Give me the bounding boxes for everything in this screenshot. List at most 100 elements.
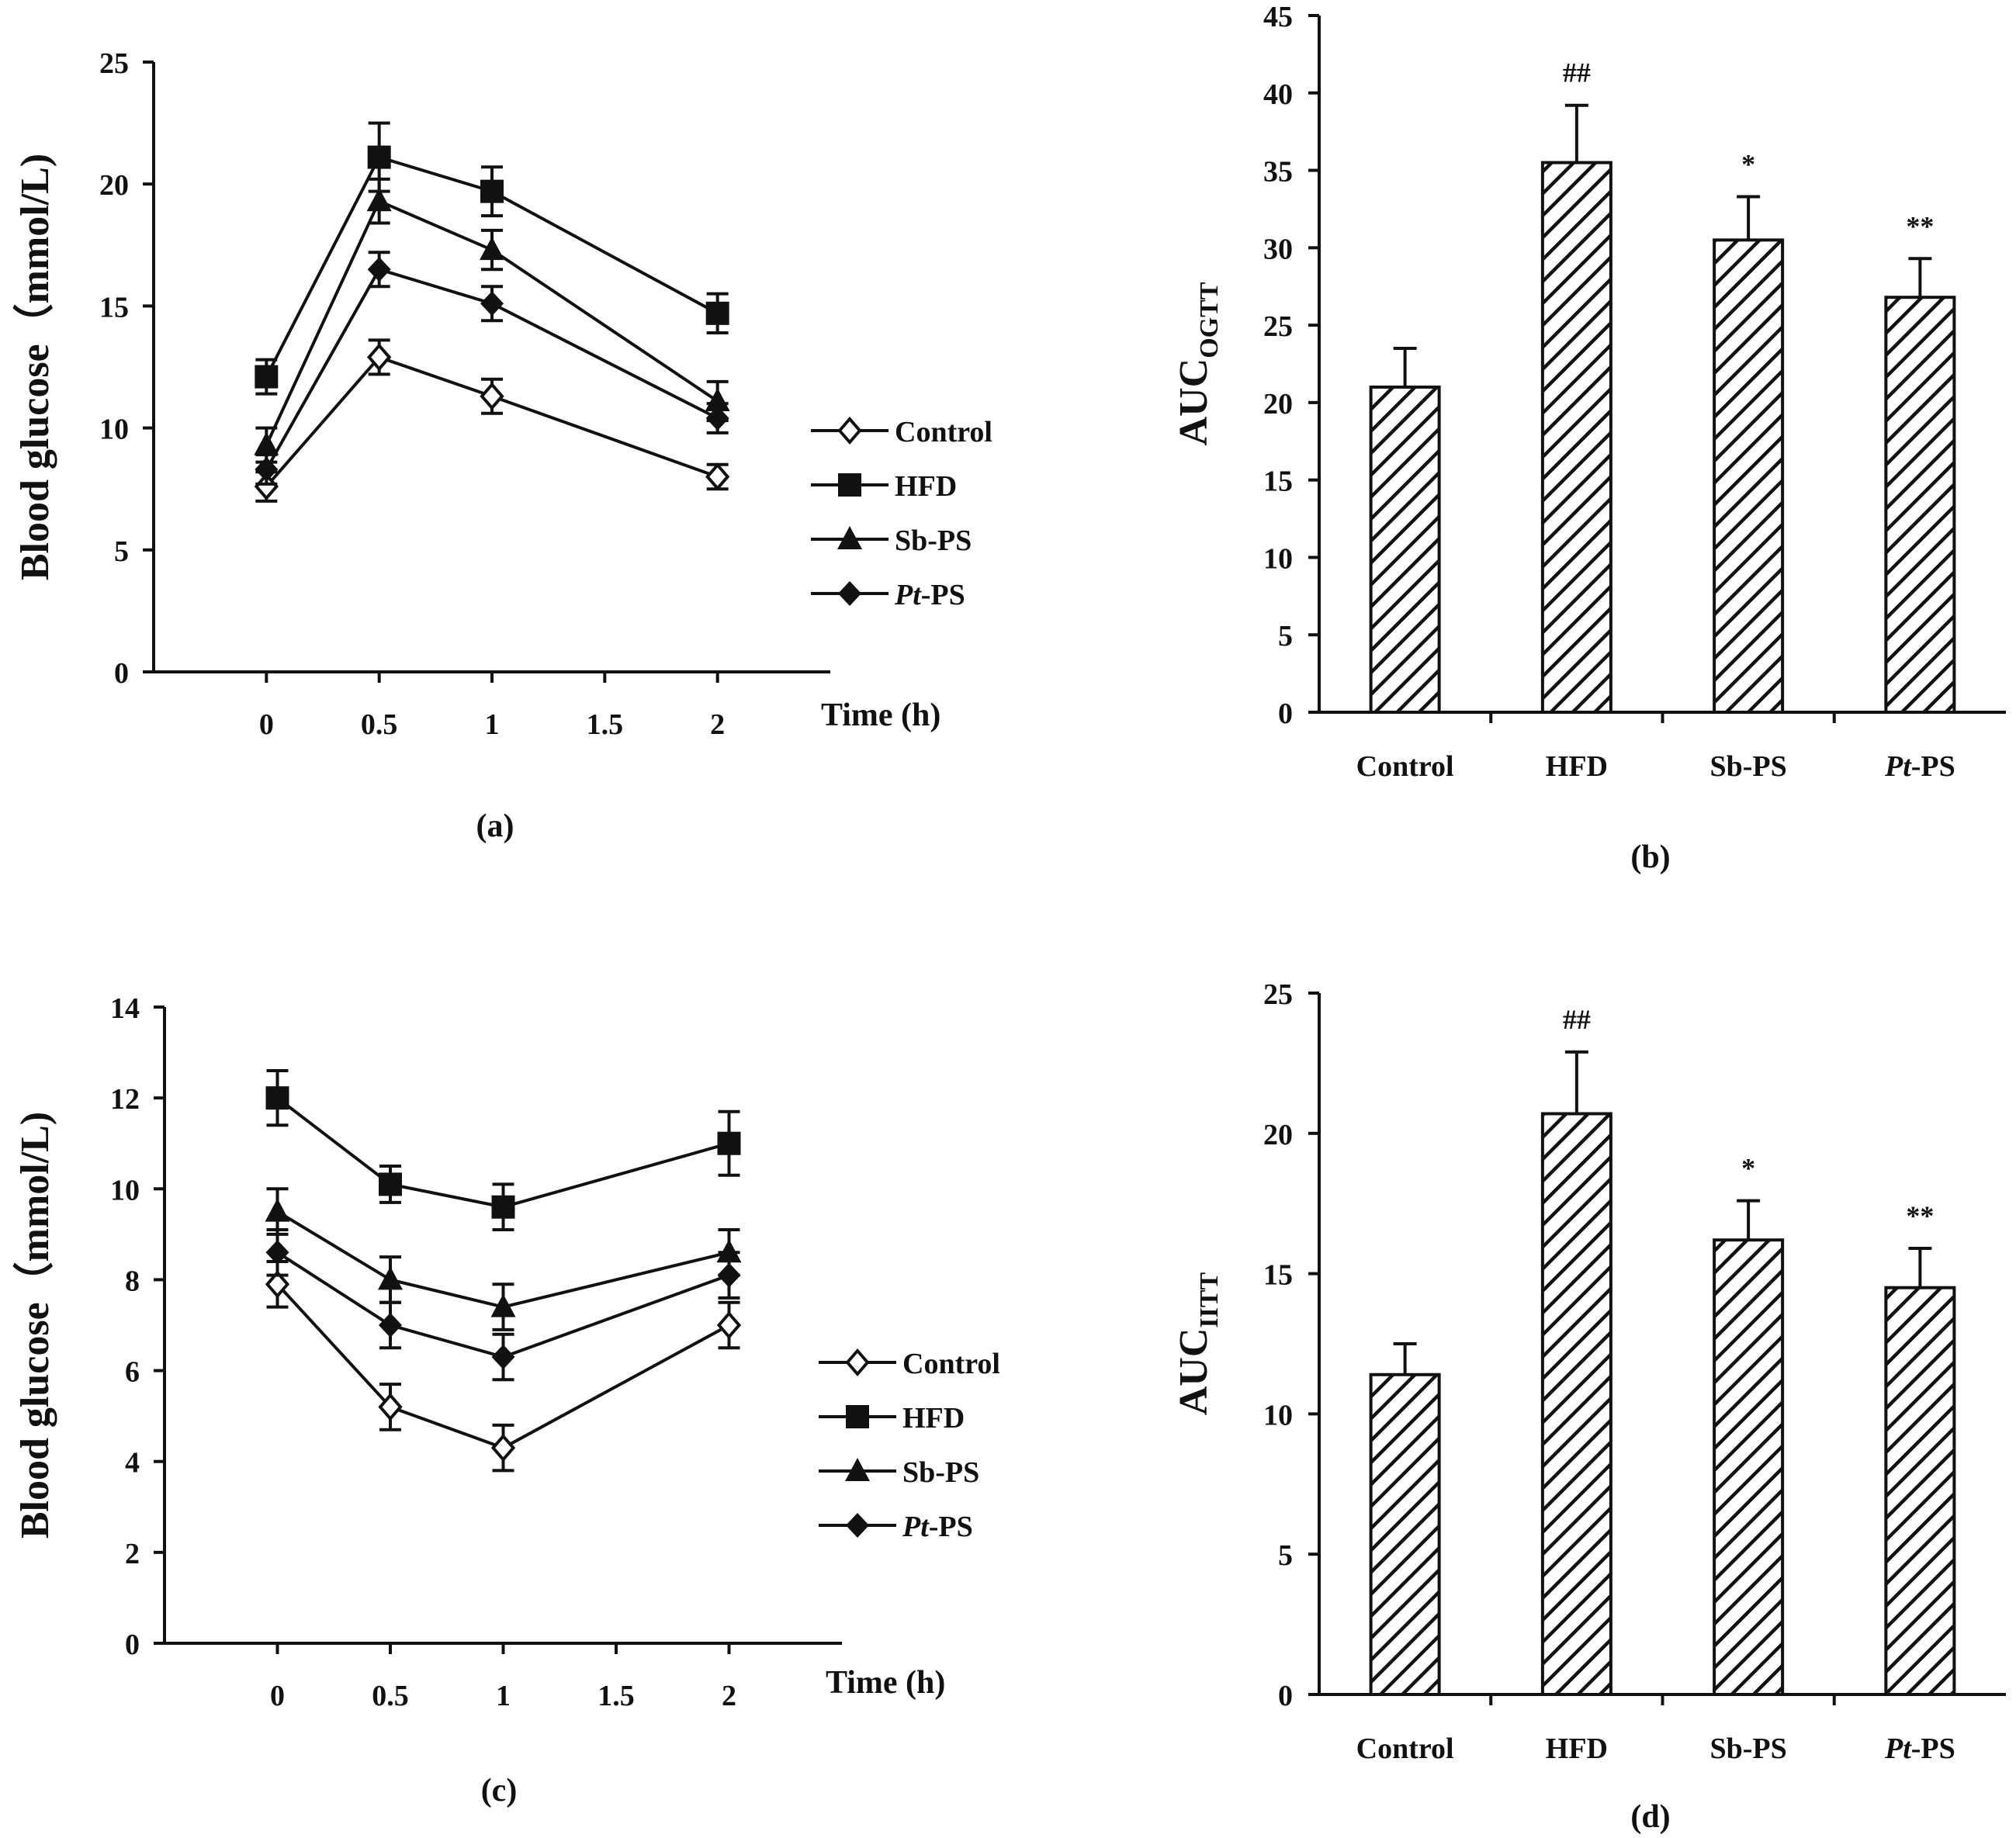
y-tick-label: 8 <box>125 1265 140 1297</box>
bar-rect <box>1713 238 1785 715</box>
y-tick-label: 5 <box>1278 1539 1293 1572</box>
legend-item-hfd: HFD <box>811 470 957 503</box>
y-axis-label: AUCOGTT <box>1172 282 1224 445</box>
data-point <box>716 1310 742 1340</box>
legend-label: Pt-PS <box>902 1511 973 1543</box>
series-line <box>276 1282 730 1450</box>
data-point <box>379 1313 402 1338</box>
y-tick-label: 10 <box>1263 1399 1293 1431</box>
category-label-italic: Pt <box>1884 750 1912 783</box>
legend-label: Sb-PS <box>895 524 972 557</box>
bar-sb-ps: * <box>1713 1153 1785 1696</box>
data-point <box>480 237 504 261</box>
y-tick-label: 5 <box>1278 620 1293 652</box>
y-tick-label: 25 <box>1263 978 1293 1011</box>
bar-hfd: ## <box>1540 57 1612 715</box>
y-tick-label: 25 <box>1263 310 1293 343</box>
data-point <box>378 1266 403 1290</box>
panel-caption: (b) <box>1630 839 1670 875</box>
y-tick-label: 45 <box>1263 1 1293 33</box>
x-tick-label: 0 <box>270 1680 285 1712</box>
series-control <box>254 338 730 503</box>
y-tick-label: 0 <box>1278 1680 1293 1712</box>
y-tick-label: 2 <box>125 1538 140 1570</box>
y-axis-label: AUCIITT <box>1172 1272 1224 1415</box>
legend-item-pt-ps: Pt-PS <box>811 579 965 611</box>
y-tick-label: 6 <box>125 1356 140 1389</box>
legend-label: Sb-PS <box>902 1456 979 1489</box>
y-tick-label: 20 <box>1263 1119 1293 1151</box>
x-tick-label: 0 <box>259 708 274 741</box>
y-axis-label: Blood glucose（mmol/L) <box>12 1112 57 1539</box>
category-label-rest: -PS <box>1911 1732 1955 1765</box>
x-tick-label: 1 <box>496 1680 511 1712</box>
x-tick-label: 1.5 <box>598 1680 635 1712</box>
bar-hfd: ## <box>1540 1004 1612 1697</box>
panel-caption: (d) <box>1630 1799 1670 1835</box>
series-pt-ps <box>255 251 729 486</box>
bar-sb-ps: * <box>1713 148 1785 715</box>
data-point <box>265 1240 289 1265</box>
x-tick-label: 2 <box>722 1680 736 1712</box>
data-point <box>254 431 279 455</box>
y-tick-label: 25 <box>99 47 129 80</box>
series-line <box>276 1096 730 1209</box>
bar-control <box>1369 347 1441 714</box>
x-tick-label: 1 <box>485 708 500 741</box>
legend-label: HFD <box>895 470 957 503</box>
legend-item-sb-ps: Sb-PS <box>819 1456 979 1489</box>
legend-marker <box>846 1405 869 1428</box>
y-tick-label: 0 <box>125 1629 140 1661</box>
y-tick-label: 20 <box>1263 388 1293 421</box>
panel-c-iitt-line-chart: 0 2 4 6 8 10 12 14 0 0.5 1 1.5 2 Blood glucose（mmol/L… <box>12 992 1000 1809</box>
data-point <box>265 1198 290 1222</box>
data-point <box>378 1393 403 1421</box>
data-point <box>265 1270 290 1299</box>
data-point <box>717 1131 741 1155</box>
series-line <box>265 267 719 471</box>
series-hfd <box>265 1069 741 1231</box>
significance-mark: * <box>1741 1153 1755 1184</box>
data-point <box>367 145 391 169</box>
data-point <box>480 382 504 410</box>
y-tick-label: 15 <box>1263 1259 1293 1292</box>
legend-label: Pt-PS <box>894 579 965 611</box>
category-label-italic: Pt <box>1884 1732 1912 1765</box>
y-tick-label: 4 <box>125 1447 140 1480</box>
data-point <box>705 388 730 412</box>
data-point <box>367 343 392 372</box>
legend-label-rest: -PS <box>929 1511 973 1543</box>
y-tick-label: 20 <box>99 169 129 202</box>
data-point <box>367 257 391 282</box>
category-label-sb-ps: Sb-PS <box>1709 750 1786 783</box>
significance-mark: ** <box>1906 1200 1934 1231</box>
data-point <box>480 291 504 317</box>
series-line <box>265 155 719 378</box>
significance-mark: ** <box>1906 210 1934 241</box>
y-axis-label-subscript: IITT <box>1195 1272 1224 1327</box>
x-tick-label: 0.5 <box>361 708 398 741</box>
y-tick-label: 15 <box>1263 466 1293 498</box>
bar-pt-ps: ** <box>1884 1200 1956 1697</box>
legend-label: Control <box>895 416 992 448</box>
y-axis-label: Blood glucose（mmol/L) <box>12 154 57 580</box>
legend-label-rest: -PS <box>921 579 965 611</box>
legend-label-italic: Pt <box>894 579 922 611</box>
y-axis-label-main: AUC <box>1172 1328 1216 1416</box>
bar-rect <box>1369 1372 1441 1696</box>
data-point <box>491 1345 515 1369</box>
data-point <box>366 188 392 212</box>
legend-item-control: Control <box>811 416 992 448</box>
bar-rect <box>1540 1112 1612 1697</box>
category-label-pt-ps: Pt-PS <box>1884 750 1955 783</box>
series-line <box>276 1210 729 1309</box>
data-point <box>717 1262 741 1288</box>
panel-d-auc-iitt-bar-chart: 0 5 10 15 20 25 Control ## HFD * Sb-PS ** Pt-PS AUCII… <box>1172 978 2006 1835</box>
x-axis-label: Time (h) <box>821 697 940 733</box>
y-tick-label: 0 <box>114 657 129 690</box>
data-point <box>265 1086 289 1110</box>
x-tick-label: 1.5 <box>587 708 624 741</box>
data-point <box>705 462 730 491</box>
legend-marker <box>837 526 862 549</box>
